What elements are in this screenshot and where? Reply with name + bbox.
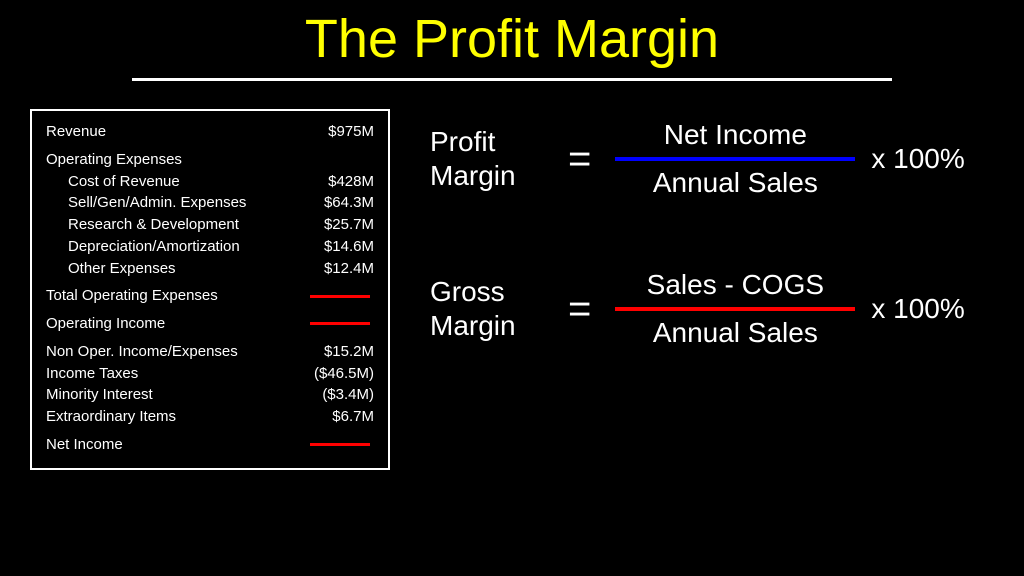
formula-suffix: x 100% [861, 143, 964, 175]
income-statement-table: Revenue $975M Operating Expenses Cost of… [30, 109, 390, 470]
row-label: Operating Expenses [46, 149, 182, 171]
fraction-line [615, 307, 855, 311]
content-area: Revenue $975M Operating Expenses Cost of… [0, 81, 1024, 470]
row-label: Research & Development [68, 214, 239, 236]
table-row: Minority Interest ($3.4M) [46, 384, 374, 406]
table-row: Sell/Gen/Admin. Expenses $64.3M [46, 192, 374, 214]
gross-margin-formula: Gross Margin = Sales - COGS Annual Sales… [430, 269, 1004, 349]
equals-sign: = [550, 287, 609, 332]
row-value: $15.2M [324, 341, 374, 363]
profit-margin-formula: Profit Margin = Net Income Annual Sales … [430, 119, 1004, 199]
formula-label-line: Margin [430, 159, 550, 193]
row-label: Total Operating Expenses [46, 285, 218, 307]
row-label: Net Income [46, 434, 123, 456]
row-value: $975M [328, 121, 374, 143]
formula-label: Profit Margin [430, 125, 550, 192]
table-row: Operating Income [46, 313, 374, 335]
row-value: $25.7M [324, 214, 374, 236]
formula-label: Gross Margin [430, 275, 550, 342]
page-title: The Profit Margin [0, 0, 1024, 70]
row-label: Sell/Gen/Admin. Expenses [68, 192, 246, 214]
formula-label-line: Profit [430, 125, 550, 159]
row-label: Income Taxes [46, 363, 138, 385]
row-value: $14.6M [324, 236, 374, 258]
table-row: Income Taxes ($46.5M) [46, 363, 374, 385]
blank-value-line [310, 443, 370, 446]
table-row: Operating Expenses [46, 149, 374, 171]
table-row: Research & Development $25.7M [46, 214, 374, 236]
row-label: Extraordinary Items [46, 406, 176, 428]
denominator: Annual Sales [653, 167, 818, 199]
table-row: Revenue $975M [46, 121, 374, 143]
numerator: Net Income [664, 119, 807, 151]
table-row: Net Income [46, 434, 374, 456]
formula-label-line: Gross [430, 275, 550, 309]
row-value: $64.3M [324, 192, 374, 214]
row-label: Other Expenses [68, 258, 176, 280]
table-row: Other Expenses $12.4M [46, 258, 374, 280]
row-value: $12.4M [324, 258, 374, 280]
denominator: Annual Sales [653, 317, 818, 349]
row-value: $6.7M [332, 406, 374, 428]
table-row: Non Oper. Income/Expenses $15.2M [46, 341, 374, 363]
fraction-line [615, 157, 855, 161]
blank-value-line [310, 295, 370, 298]
formula-suffix: x 100% [861, 293, 964, 325]
row-label: Cost of Revenue [68, 171, 180, 193]
table-row: Total Operating Expenses [46, 285, 374, 307]
fraction: Net Income Annual Sales [609, 119, 861, 199]
equals-sign: = [550, 137, 609, 182]
formulas-area: Profit Margin = Net Income Annual Sales … [390, 109, 1004, 470]
row-label: Minority Interest [46, 384, 153, 406]
table-row: Extraordinary Items $6.7M [46, 406, 374, 428]
row-label: Non Oper. Income/Expenses [46, 341, 238, 363]
row-label: Depreciation/Amortization [68, 236, 240, 258]
blank-value-line [310, 322, 370, 325]
row-label: Revenue [46, 121, 106, 143]
row-value: $428M [328, 171, 374, 193]
row-value: ($3.4M) [322, 384, 374, 406]
table-row: Cost of Revenue $428M [46, 171, 374, 193]
formula-label-line: Margin [430, 309, 550, 343]
row-value: ($46.5M) [314, 363, 374, 385]
numerator: Sales - COGS [647, 269, 824, 301]
fraction: Sales - COGS Annual Sales [609, 269, 861, 349]
row-label: Operating Income [46, 313, 165, 335]
table-row: Depreciation/Amortization $14.6M [46, 236, 374, 258]
